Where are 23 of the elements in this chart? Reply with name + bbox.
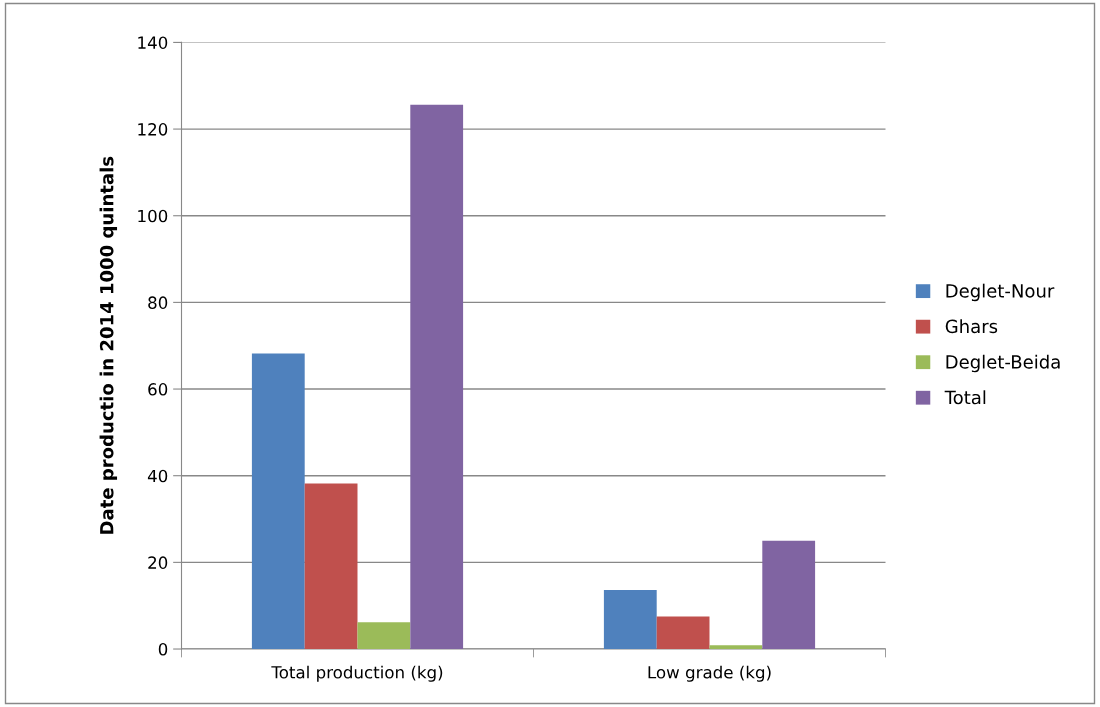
legend-label: Total: [944, 390, 986, 405]
bar: [304, 483, 358, 650]
x-tick-label: Low grade (kg): [648, 665, 771, 682]
bar: [357, 622, 411, 650]
bar: [603, 590, 657, 650]
y-axis-title: Date productio in 2014 1000 quintals: [99, 156, 118, 534]
y-tick-label: 20: [148, 556, 168, 569]
bar: [709, 645, 763, 650]
legend-label: Ghars: [945, 319, 998, 334]
bar: [410, 104, 464, 650]
legend-label: Deglet-Nour: [946, 283, 1055, 302]
y-tick-label: 80: [148, 296, 168, 309]
y-tick-label: 0: [158, 642, 168, 656]
x-tick-label: Total production (kg): [271, 665, 443, 682]
bar: [656, 616, 710, 650]
bar: [762, 540, 816, 650]
y-tick-label: 40: [147, 469, 168, 483]
y-tick-label: 100: [138, 209, 168, 223]
y-tick-label: 140: [138, 36, 168, 49]
y-tick-label: 120: [138, 123, 168, 136]
bar: [251, 353, 305, 650]
y-tick-label: 60: [148, 383, 168, 396]
legend-label: Deglet-Beida: [946, 354, 1060, 373]
